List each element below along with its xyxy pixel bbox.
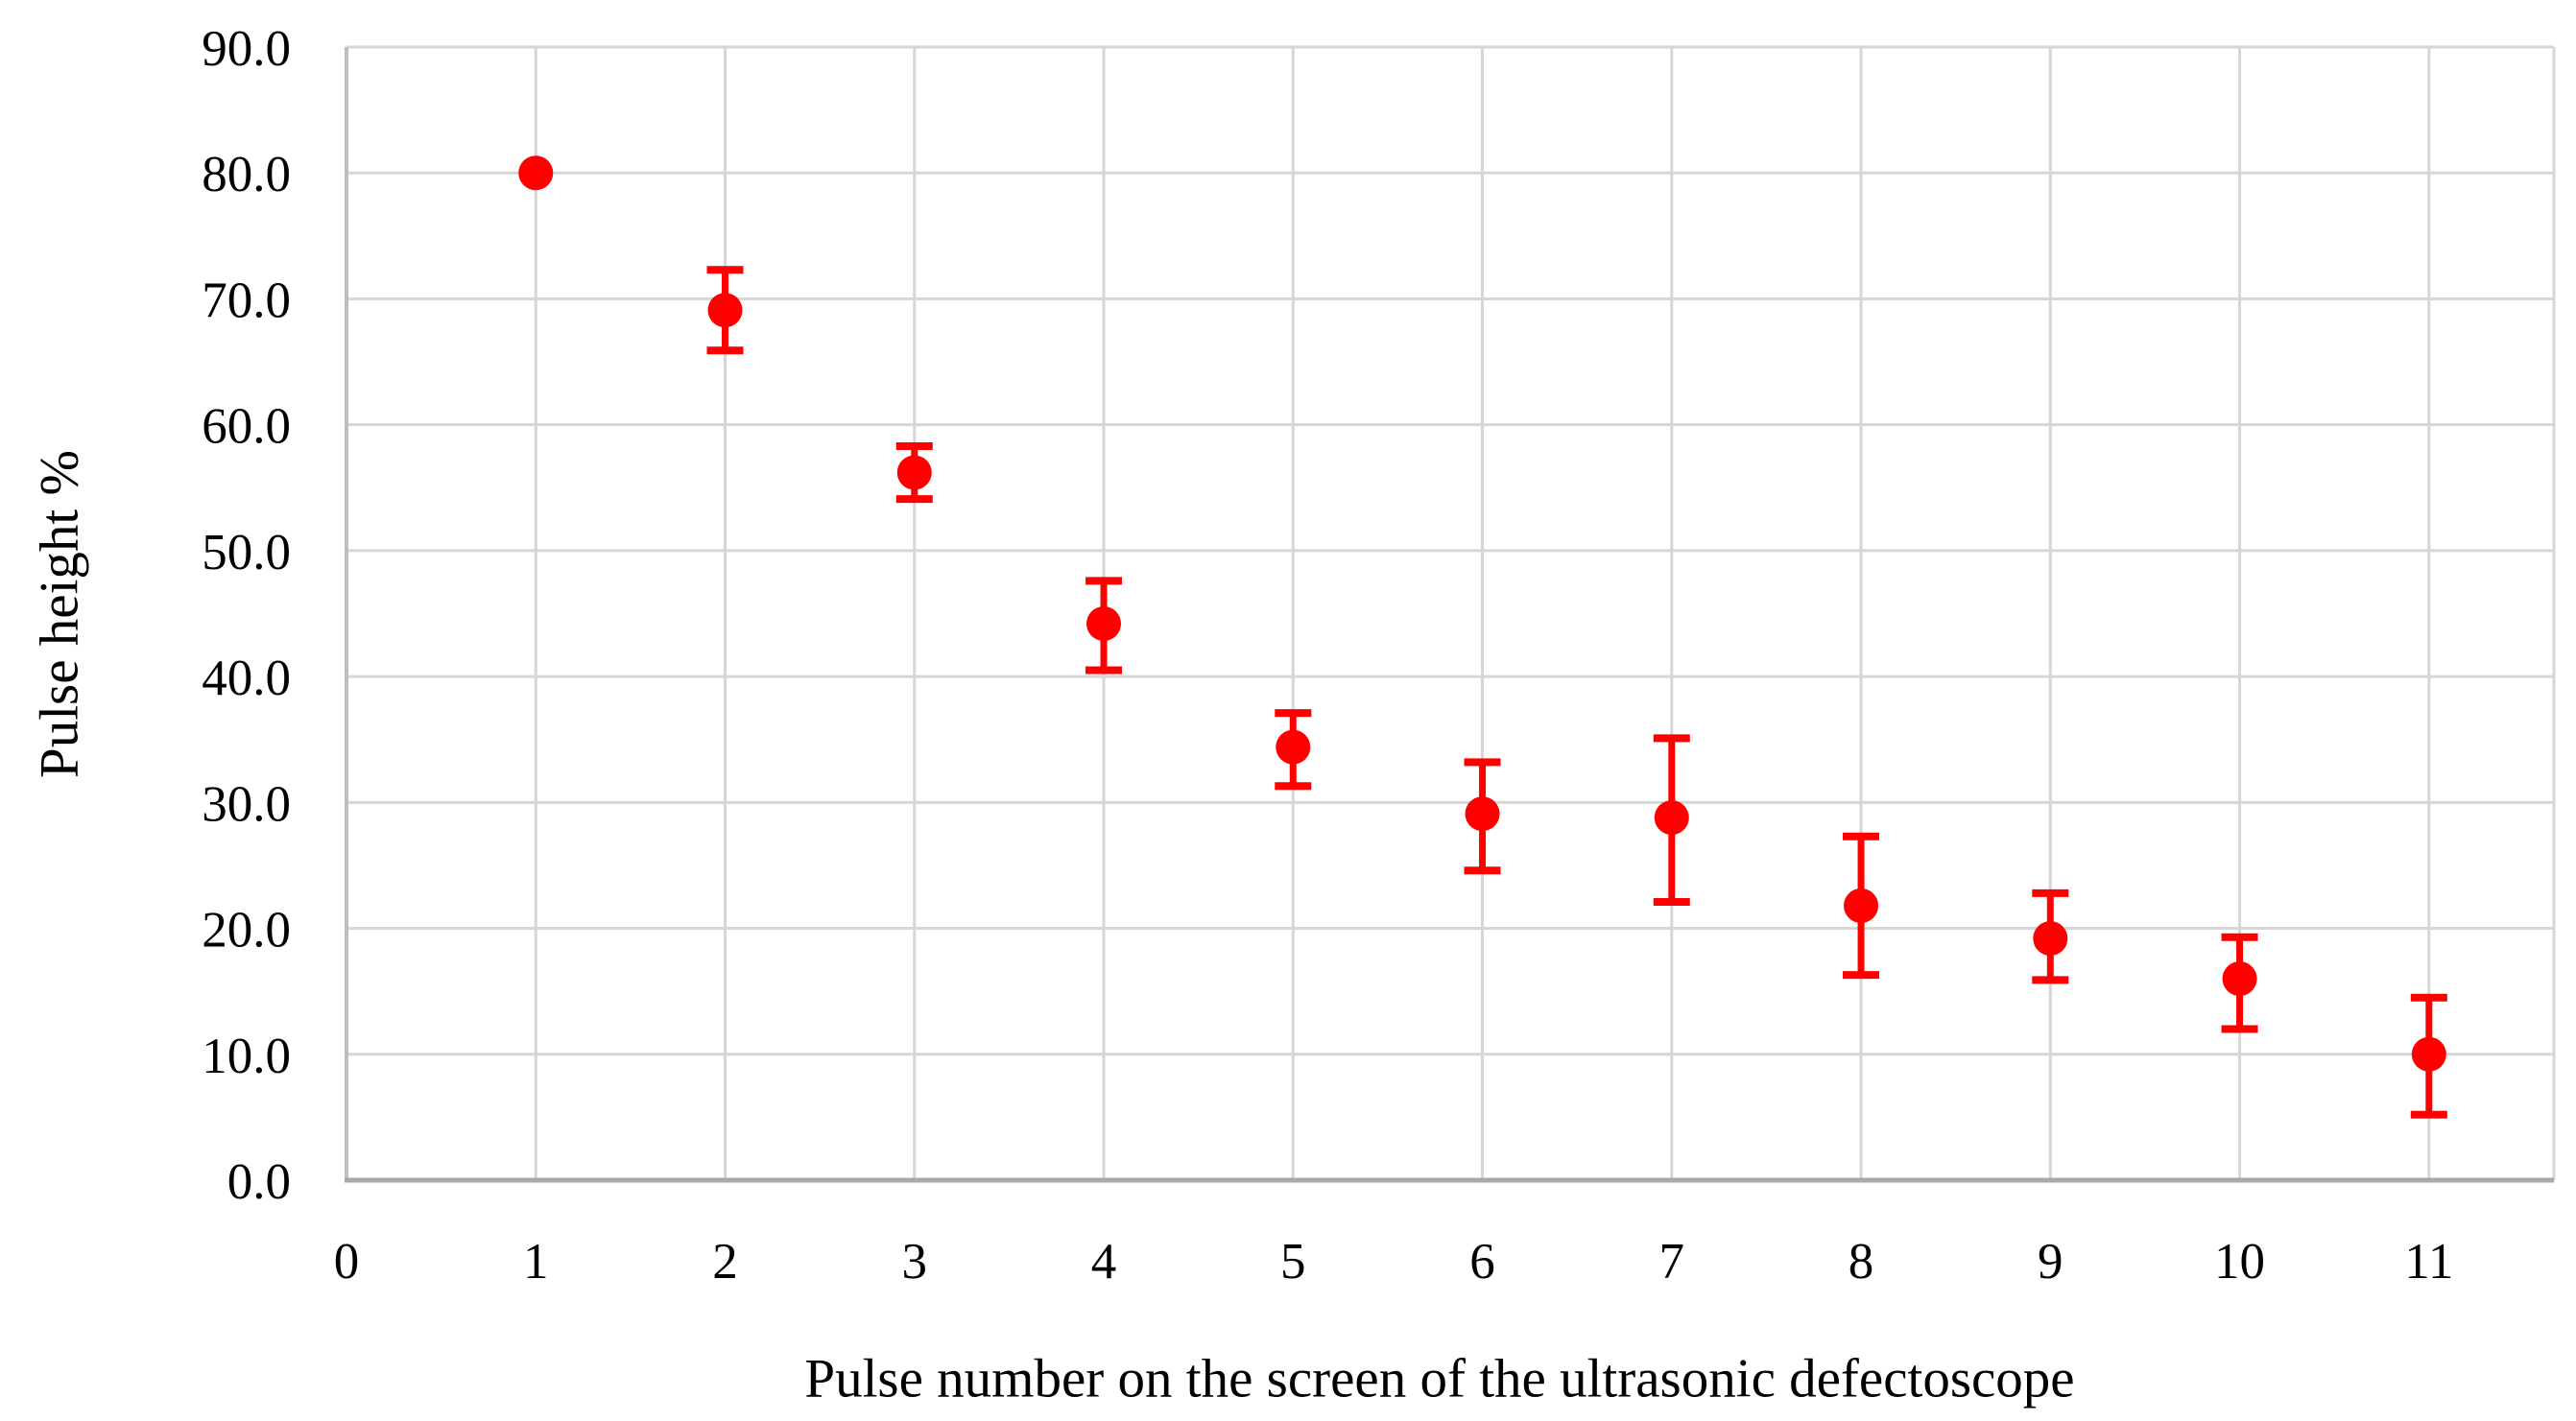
data-point-marker	[1844, 888, 1879, 923]
data-point-marker	[1465, 796, 1500, 832]
data-point-marker	[2033, 921, 2068, 957]
y-tick-label: 80.0	[202, 147, 291, 202]
x-tick-label: 8	[1849, 1234, 1874, 1290]
y-axis-title: Pulse height %	[30, 450, 90, 778]
data-point-marker	[518, 155, 554, 191]
data-point-marker	[707, 293, 743, 328]
x-tick-label: 0	[334, 1234, 360, 1290]
y-tick-label: 30.0	[202, 776, 291, 832]
y-tick-label: 90.0	[202, 21, 291, 77]
x-tick-label: 11	[2404, 1234, 2453, 1290]
x-tick-label: 6	[1469, 1234, 1495, 1290]
x-axis-title: Pulse number on the screen of the ultras…	[804, 1349, 2074, 1409]
data-point-marker	[1086, 605, 1122, 641]
y-tick-label: 0.0	[227, 1154, 291, 1210]
x-tick-label: 1	[523, 1234, 549, 1290]
y-tick-label: 10.0	[202, 1029, 291, 1084]
data-point-marker	[1654, 800, 1689, 836]
y-tick-label: 20.0	[202, 903, 291, 959]
y-tick-label: 60.0	[202, 399, 291, 455]
y-tick-label: 70.0	[202, 272, 291, 328]
y-tick-label: 50.0	[202, 525, 291, 580]
data-point-marker	[896, 455, 932, 490]
data-point-marker	[1276, 729, 1311, 765]
x-tick-label: 10	[2214, 1234, 2265, 1290]
x-tick-label: 3	[902, 1234, 928, 1290]
x-tick-label: 2	[712, 1234, 738, 1290]
x-tick-label: 5	[1280, 1234, 1306, 1290]
x-tick-label: 4	[1091, 1234, 1117, 1290]
data-point-marker	[2411, 1036, 2446, 1072]
x-tick-label: 7	[1659, 1234, 1685, 1290]
data-point-marker	[2222, 961, 2257, 997]
x-tick-label: 9	[2038, 1234, 2063, 1290]
y-tick-label: 40.0	[202, 651, 291, 706]
